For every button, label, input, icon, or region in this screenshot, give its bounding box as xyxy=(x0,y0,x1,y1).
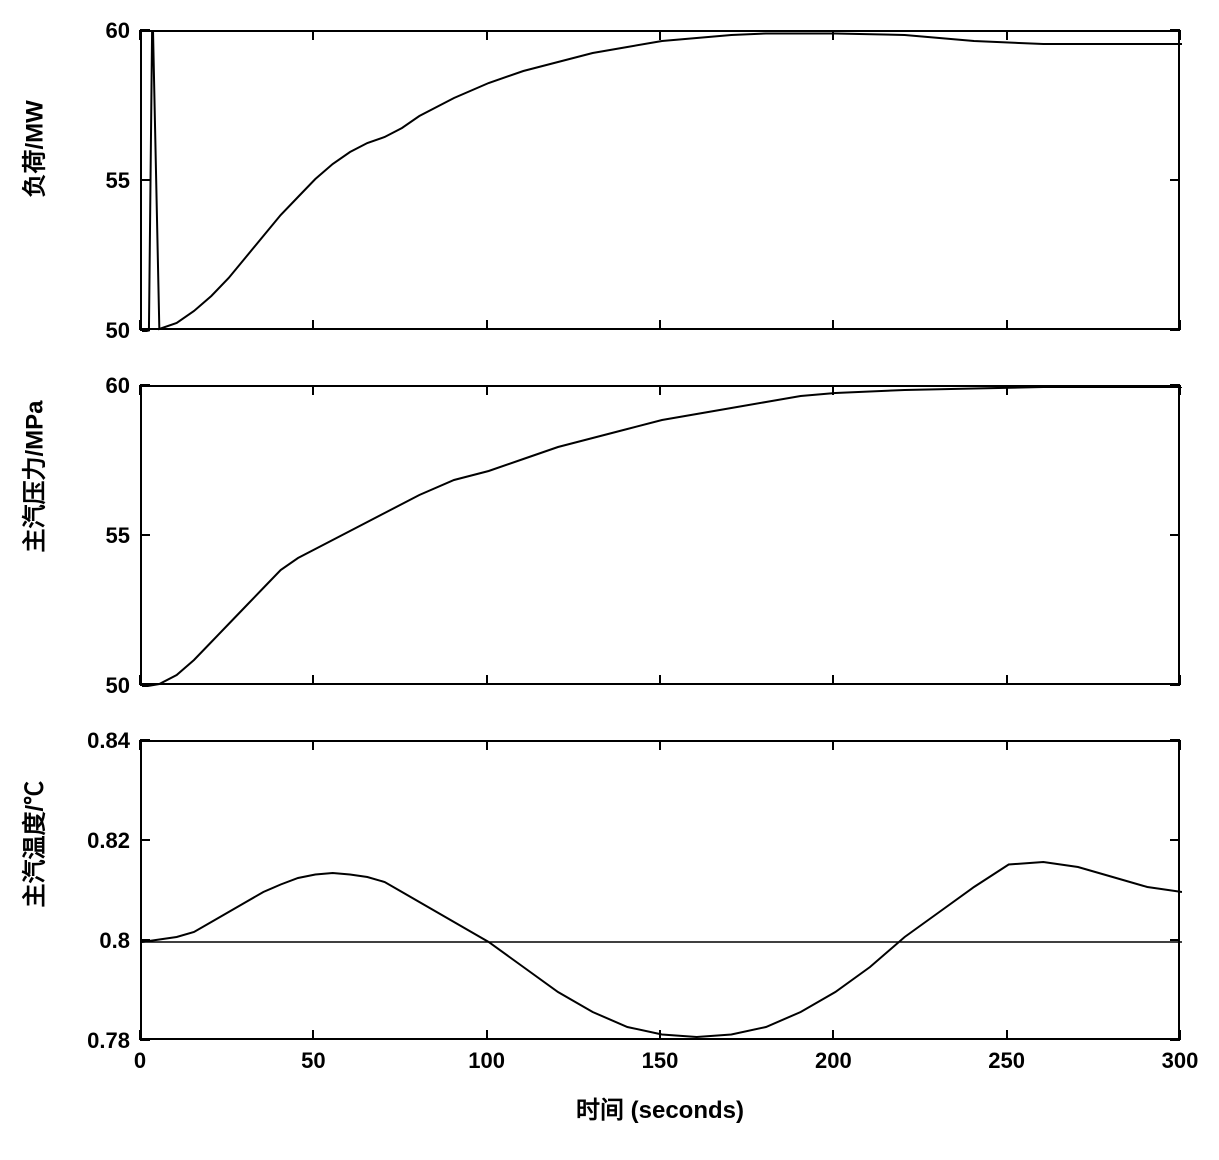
xtick xyxy=(1006,320,1008,330)
data-series-1 xyxy=(142,387,1182,687)
xtick xyxy=(832,30,834,40)
xtick xyxy=(1179,385,1181,395)
data-series-0 xyxy=(142,32,1182,332)
xtick xyxy=(139,675,141,685)
xtick xyxy=(659,30,661,40)
ytick-label: 50 xyxy=(70,673,130,699)
xtick xyxy=(1006,740,1008,750)
xtick xyxy=(139,30,141,40)
xtick-label: 100 xyxy=(457,1048,517,1074)
ytick xyxy=(140,179,150,181)
chart-line-1 xyxy=(142,387,1182,687)
ylabel-0: 负荷/MW xyxy=(15,174,50,198)
xtick-label: 300 xyxy=(1150,1048,1210,1074)
ytick xyxy=(140,1039,150,1041)
chart-line-0 xyxy=(142,32,1182,332)
xtick xyxy=(659,385,661,395)
plot-area-0 xyxy=(140,30,1180,330)
xtick-label: 0 xyxy=(110,1048,170,1074)
ylabel-1: 主汽压力/MPa xyxy=(15,529,50,553)
ytick-label: 0.82 xyxy=(70,828,130,854)
xtick-label: 200 xyxy=(803,1048,863,1074)
ytick xyxy=(1170,534,1180,536)
data-series-2 xyxy=(142,862,1182,1037)
xtick xyxy=(312,320,314,330)
xtick xyxy=(486,30,488,40)
xtick xyxy=(312,740,314,750)
xtick xyxy=(659,320,661,330)
xtick xyxy=(659,740,661,750)
xtick xyxy=(832,740,834,750)
xtick xyxy=(312,1030,314,1040)
xtick xyxy=(832,1030,834,1040)
ytick xyxy=(140,939,150,941)
ytick xyxy=(140,684,150,686)
ylabel-2: 主汽温度/℃ xyxy=(15,884,50,908)
ytick-label: 60 xyxy=(70,18,130,44)
xtick xyxy=(659,1030,661,1040)
ytick-label: 0.84 xyxy=(70,728,130,754)
xtick-label: 50 xyxy=(283,1048,343,1074)
ytick-label: 0.8 xyxy=(70,928,130,954)
ytick xyxy=(140,839,150,841)
xtick xyxy=(486,320,488,330)
ytick-label: 55 xyxy=(70,168,130,194)
ytick xyxy=(1170,839,1180,841)
xtick xyxy=(1179,30,1181,40)
xtick xyxy=(312,30,314,40)
xtick xyxy=(486,740,488,750)
xtick xyxy=(832,385,834,395)
xtick-label: 150 xyxy=(630,1048,690,1074)
xtick xyxy=(486,1030,488,1040)
xtick xyxy=(1006,675,1008,685)
ytick xyxy=(140,329,150,331)
xlabel: 时间 (seconds) xyxy=(140,1090,1180,1125)
xtick xyxy=(1006,30,1008,40)
xtick xyxy=(1179,675,1181,685)
xtick xyxy=(312,385,314,395)
xtick xyxy=(832,675,834,685)
xtick xyxy=(1006,1030,1008,1040)
ytick xyxy=(1170,179,1180,181)
ytick xyxy=(140,384,150,386)
ytick xyxy=(140,29,150,31)
chart-line-2 xyxy=(142,742,1182,1042)
plot-area-1 xyxy=(140,385,1180,685)
figure: 负荷/MW505560主汽压力/MPa505560主汽温度/℃0.780.80.… xyxy=(0,0,1219,1160)
ytick xyxy=(140,739,150,741)
xtick xyxy=(1179,740,1181,750)
ytick-label: 50 xyxy=(70,318,130,344)
xtick xyxy=(486,385,488,395)
xtick xyxy=(139,740,141,750)
ytick xyxy=(1170,939,1180,941)
xtick xyxy=(659,675,661,685)
xtick xyxy=(832,320,834,330)
xtick xyxy=(486,675,488,685)
xtick xyxy=(1006,385,1008,395)
xtick xyxy=(1179,320,1181,330)
ytick-label: 55 xyxy=(70,523,130,549)
xtick xyxy=(139,1030,141,1040)
xtick xyxy=(312,675,314,685)
xtick-label: 250 xyxy=(977,1048,1037,1074)
ytick-label: 60 xyxy=(70,373,130,399)
ytick xyxy=(140,534,150,536)
xtick xyxy=(139,320,141,330)
plot-area-2 xyxy=(140,740,1180,1040)
xtick xyxy=(139,385,141,395)
xtick xyxy=(1179,1030,1181,1040)
